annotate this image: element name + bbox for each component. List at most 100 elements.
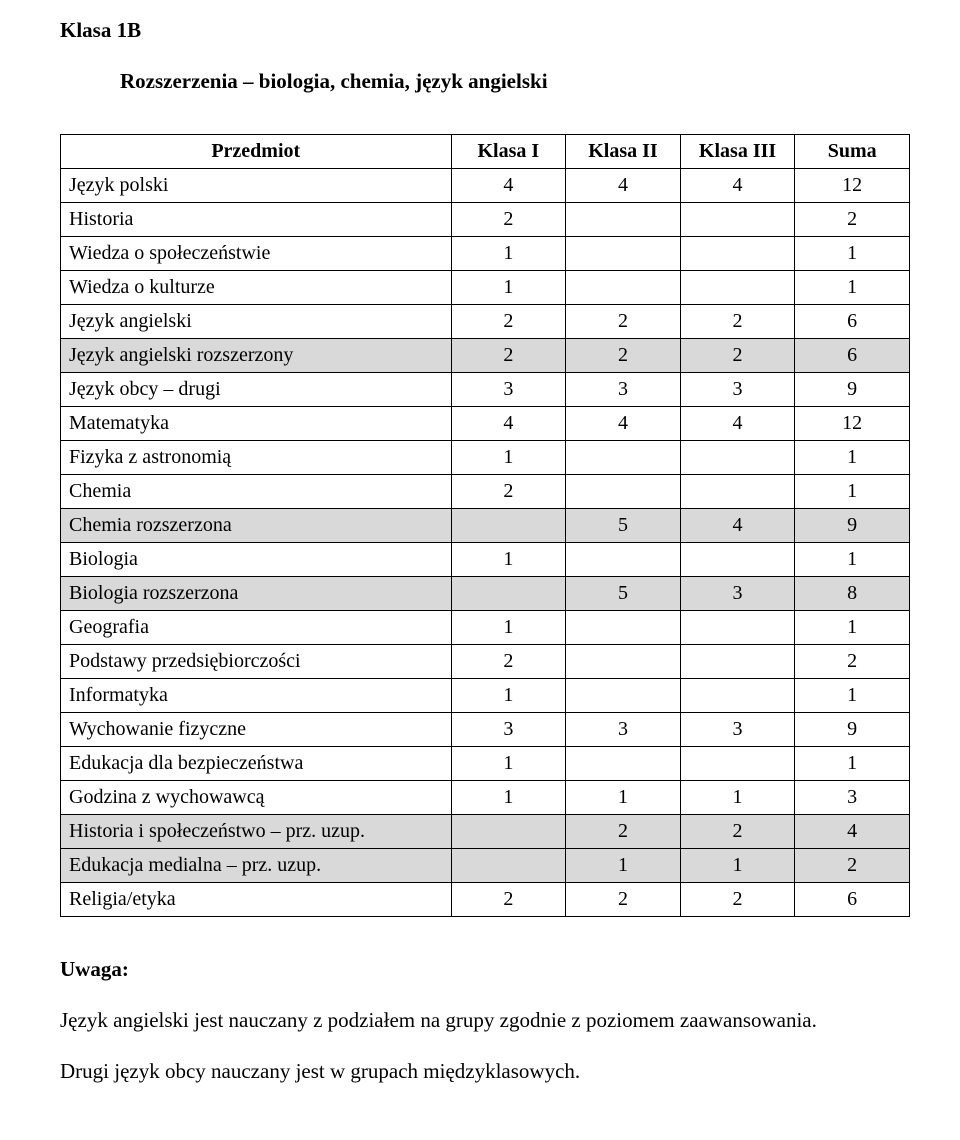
value-cell (566, 441, 681, 475)
value-cell: 1 (795, 271, 910, 305)
subject-cell: Informatyka (61, 679, 452, 713)
value-cell: 1 (566, 849, 681, 883)
subject-cell: Biologia rozszerzona (61, 577, 452, 611)
value-cell: 1 (451, 679, 566, 713)
curriculum-table: Przedmiot Klasa I Klasa II Klasa III Sum… (60, 134, 910, 917)
subject-cell: Geografia (61, 611, 452, 645)
subject-cell: Historia (61, 203, 452, 237)
value-cell: 2 (451, 475, 566, 509)
value-cell (451, 849, 566, 883)
value-cell: 2 (680, 305, 795, 339)
value-cell: 1 (795, 543, 910, 577)
value-cell: 9 (795, 509, 910, 543)
subject-cell: Chemia rozszerzona (61, 509, 452, 543)
subject-cell: Fizyka z astronomią (61, 441, 452, 475)
value-cell: 2 (566, 883, 681, 917)
subject-cell: Biologia (61, 543, 452, 577)
table-header-row: Przedmiot Klasa I Klasa II Klasa III Sum… (61, 135, 910, 169)
table-row: Chemia21 (61, 475, 910, 509)
value-cell: 3 (566, 373, 681, 407)
value-cell: 4 (795, 815, 910, 849)
value-cell: 4 (566, 407, 681, 441)
value-cell: 3 (451, 373, 566, 407)
value-cell (566, 747, 681, 781)
table-row: Podstawy przedsiębiorczości22 (61, 645, 910, 679)
value-cell: 5 (566, 577, 681, 611)
value-cell: 2 (451, 645, 566, 679)
value-cell: 2 (680, 339, 795, 373)
value-cell: 3 (451, 713, 566, 747)
table-row: Informatyka11 (61, 679, 910, 713)
subject-cell: Matematyka (61, 407, 452, 441)
table-row: Wychowanie fizyczne3339 (61, 713, 910, 747)
header-class-2: Klasa II (566, 135, 681, 169)
table-row: Wiedza o społeczeństwie11 (61, 237, 910, 271)
value-cell (566, 645, 681, 679)
table-row: Język obcy – drugi3339 (61, 373, 910, 407)
table-row: Język angielski rozszerzony2226 (61, 339, 910, 373)
subject-cell: Język angielski rozszerzony (61, 339, 452, 373)
value-cell (451, 815, 566, 849)
value-cell: 12 (795, 169, 910, 203)
note-line-1: Język angielski jest nauczany z podziałe… (60, 1008, 910, 1033)
value-cell (566, 271, 681, 305)
value-cell (566, 611, 681, 645)
subject-cell: Język polski (61, 169, 452, 203)
value-cell (680, 237, 795, 271)
value-cell: 1 (451, 543, 566, 577)
value-cell: 1 (566, 781, 681, 815)
table-row: Język angielski2226 (61, 305, 910, 339)
table-row: Edukacja medialna – prz. uzup.112 (61, 849, 910, 883)
value-cell: 2 (566, 815, 681, 849)
value-cell: 5 (566, 509, 681, 543)
subject-cell: Podstawy przedsiębiorczości (61, 645, 452, 679)
value-cell: 4 (680, 169, 795, 203)
value-cell (680, 441, 795, 475)
value-cell: 9 (795, 373, 910, 407)
value-cell: 1 (795, 679, 910, 713)
value-cell (680, 271, 795, 305)
value-cell (451, 509, 566, 543)
value-cell: 4 (566, 169, 681, 203)
subject-cell: Religia/etyka (61, 883, 452, 917)
table-row: Biologia11 (61, 543, 910, 577)
subject-cell: Chemia (61, 475, 452, 509)
value-cell: 2 (680, 883, 795, 917)
subject-cell: Wychowanie fizyczne (61, 713, 452, 747)
value-cell (680, 475, 795, 509)
header-subject: Przedmiot (61, 135, 452, 169)
value-cell (680, 679, 795, 713)
note-line-2: Drugi język obcy nauczany jest w grupach… (60, 1059, 910, 1084)
value-cell: 1 (680, 781, 795, 815)
subject-cell: Edukacja medialna – prz. uzup. (61, 849, 452, 883)
table-row: Biologia rozszerzona538 (61, 577, 910, 611)
table-body: Język polski44412Historia22Wiedza o społ… (61, 169, 910, 917)
value-cell (566, 475, 681, 509)
value-cell: 3 (795, 781, 910, 815)
table-row: Wiedza o kulturze11 (61, 271, 910, 305)
subject-cell: Godzina z wychowawcą (61, 781, 452, 815)
value-cell: 3 (680, 577, 795, 611)
value-cell: 2 (680, 815, 795, 849)
value-cell (680, 611, 795, 645)
value-cell (451, 577, 566, 611)
value-cell: 1 (795, 747, 910, 781)
header-class-1: Klasa I (451, 135, 566, 169)
value-cell: 1 (451, 747, 566, 781)
value-cell: 2 (566, 305, 681, 339)
class-title: Klasa 1B (60, 18, 910, 43)
value-cell: 3 (566, 713, 681, 747)
table-row: Religia/etyka2226 (61, 883, 910, 917)
value-cell: 1 (451, 781, 566, 815)
subject-cell: Język angielski (61, 305, 452, 339)
page: Klasa 1B Rozszerzenia – biologia, chemia… (0, 0, 960, 1140)
value-cell: 3 (680, 373, 795, 407)
value-cell: 1 (451, 237, 566, 271)
table-row: Chemia rozszerzona549 (61, 509, 910, 543)
table-row: Godzina z wychowawcą1113 (61, 781, 910, 815)
value-cell: 2 (451, 305, 566, 339)
value-cell: 2 (451, 883, 566, 917)
value-cell: 12 (795, 407, 910, 441)
value-cell: 1 (451, 271, 566, 305)
subject-cell: Wiedza o społeczeństwie (61, 237, 452, 271)
